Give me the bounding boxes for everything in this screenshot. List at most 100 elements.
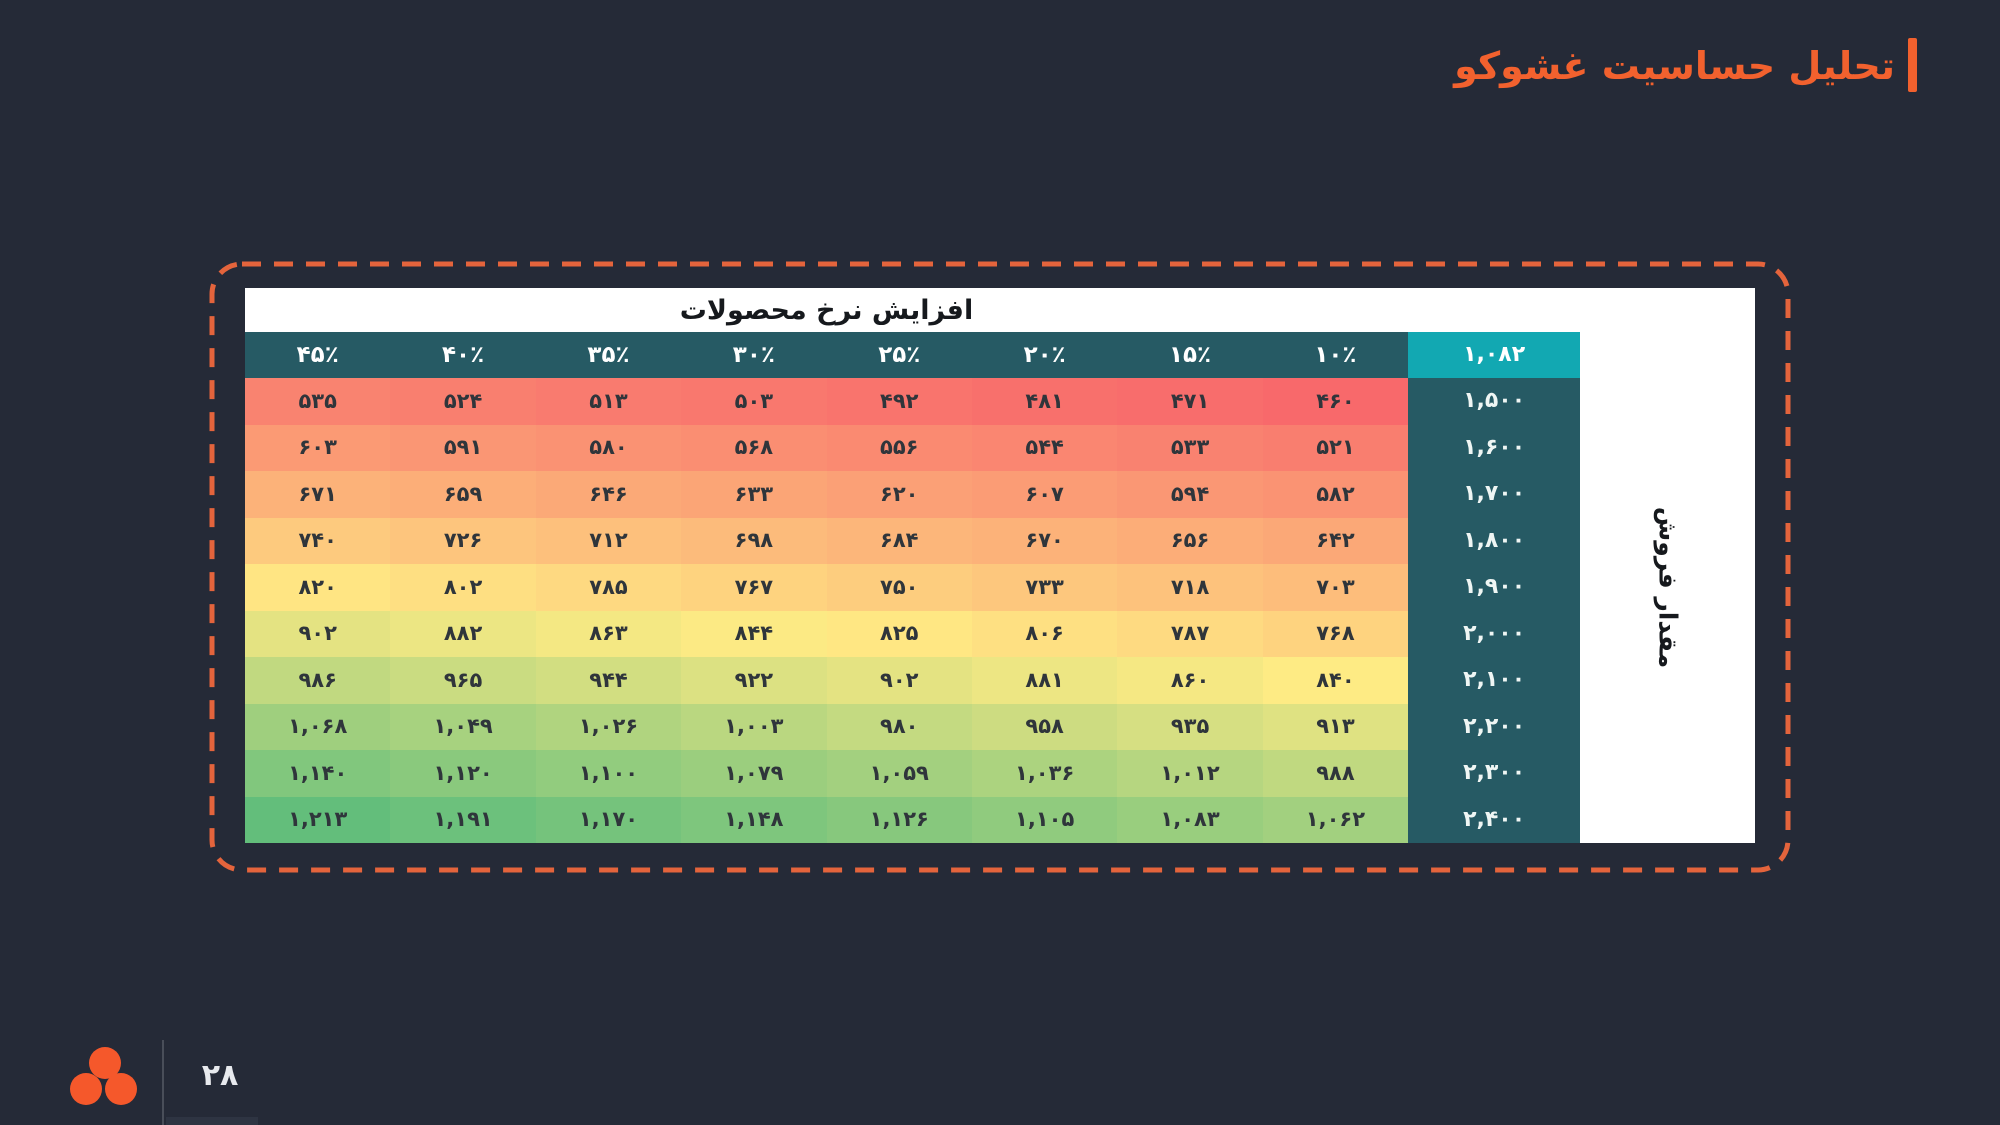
logo-circle bbox=[70, 1073, 102, 1105]
heatmap-cell: ۶۴۶ bbox=[535, 471, 682, 518]
heatmap-cell: ۱,۰۲۶ bbox=[535, 703, 682, 750]
heatmap-cell: ۴۷۱ bbox=[1117, 378, 1263, 425]
heatmap-cell: ۹۲۲ bbox=[681, 657, 827, 704]
logo bbox=[70, 1047, 137, 1105]
heatmap-cell: ۸۸۲ bbox=[390, 610, 536, 657]
heatmap-cell: ۴۹۲ bbox=[826, 378, 972, 425]
heatmap-cell: ۸۴۰ bbox=[1262, 657, 1409, 704]
heatmap-cell: ۵۳۵ bbox=[245, 378, 391, 425]
heatmap-cell: ۷۱۲ bbox=[535, 517, 682, 564]
row-header-cell: ۱,۹۰۰ bbox=[1408, 564, 1581, 611]
heatmap-cell: ۱,۰۶۸ bbox=[245, 703, 391, 750]
column-header-cell: ۳۰٪ bbox=[681, 332, 827, 378]
heatmap-cell: ۱,۱۴۸ bbox=[681, 796, 827, 843]
heatmap-cell: ۵۰۳ bbox=[681, 378, 827, 425]
heatmap-cell: ۱,۰۴۹ bbox=[390, 703, 536, 750]
row-axis-title-zone: مقدار فروش bbox=[1580, 332, 1755, 843]
heatmap-cell: ۹۳۵ bbox=[1117, 703, 1263, 750]
heatmap-cell: ۵۹۱ bbox=[390, 424, 536, 471]
heatmap-cell: ۶۰۳ bbox=[245, 424, 391, 471]
heatmap-cell: ۹۴۴ bbox=[535, 657, 682, 704]
row-header-cell: ۲,۳۰۰ bbox=[1408, 750, 1581, 797]
heatmap-cell: ۱,۰۳۶ bbox=[971, 750, 1118, 797]
heatmap-cell: ۸۰۶ bbox=[971, 610, 1118, 657]
heatmap-cell: ۸۰۲ bbox=[390, 564, 536, 611]
heatmap-cell: ۷۵۰ bbox=[826, 564, 972, 611]
heatmap-cell: ۷۶۸ bbox=[1262, 610, 1409, 657]
heatmap-cell: ۹۰۲ bbox=[245, 610, 391, 657]
footer-divider bbox=[162, 1040, 164, 1125]
heatmap-cell: ۹۸۸ bbox=[1262, 750, 1409, 797]
heatmap-cell: ۱,۰۱۲ bbox=[1117, 750, 1263, 797]
heatmap-cell: ۱,۰۸۳ bbox=[1117, 796, 1263, 843]
heatmap-cell: ۵۲۴ bbox=[390, 378, 536, 425]
heatmap-cell: ۸۸۱ bbox=[971, 657, 1118, 704]
heatmap-cell: ۷۲۶ bbox=[390, 517, 536, 564]
heatmap-cell: ۵۶۸ bbox=[681, 424, 827, 471]
row-header-cell: ۱,۸۰۰ bbox=[1408, 517, 1581, 564]
heatmap-cell: ۱,۱۷۰ bbox=[535, 796, 682, 843]
row-header-cell: ۱,۷۰۰ bbox=[1408, 471, 1581, 518]
row-header-cell: ۲,۱۰۰ bbox=[1408, 657, 1581, 704]
heatmap-cell: ۹۵۸ bbox=[971, 703, 1118, 750]
heatmap-cell: ۷۸۵ bbox=[535, 564, 682, 611]
heatmap-cell: ۵۸۰ bbox=[535, 424, 682, 471]
heatmap-cell: ۹۱۳ bbox=[1262, 703, 1409, 750]
heatmap-cell: ۷۸۷ bbox=[1117, 610, 1263, 657]
column-header-cell: ۳۵٪ bbox=[535, 332, 682, 378]
heatmap-cell: ۶۷۱ bbox=[245, 471, 391, 518]
heatmap-cell: ۱,۱۴۰ bbox=[245, 750, 391, 797]
heatmap-cell: ۶۳۳ bbox=[681, 471, 827, 518]
heatmap-cell: ۵۲۱ bbox=[1262, 424, 1409, 471]
heatmap-cell: ۹۰۲ bbox=[826, 657, 972, 704]
heatmap-cell: ۱,۱۹۱ bbox=[390, 796, 536, 843]
heatmap-cell: ۹۸۶ bbox=[245, 657, 391, 704]
heatmap-cell: ۶۴۲ bbox=[1262, 517, 1409, 564]
column-header-cell: ۴۰٪ bbox=[390, 332, 536, 378]
heatmap-cell: ۱,۰۰۳ bbox=[681, 703, 827, 750]
heatmap-cell: ۱,۱۰۰ bbox=[535, 750, 682, 797]
heatmap-cell: ۴۸۱ bbox=[971, 378, 1118, 425]
row-header-cell: ۲,۴۰۰ bbox=[1408, 796, 1581, 843]
column-header-cell: ۱۵٪ bbox=[1117, 332, 1263, 378]
heatmap-cell: ۶۸۴ bbox=[826, 517, 972, 564]
heatmap-cell: ۷۰۳ bbox=[1262, 564, 1409, 611]
page-title: تحلیل حساسیت غشوکو bbox=[1454, 44, 1895, 88]
row-header-cell: ۲,۲۰۰ bbox=[1408, 703, 1581, 750]
bottom-strip bbox=[166, 1117, 258, 1125]
title-accent-bar bbox=[1908, 38, 1917, 92]
heatmap-cell: ۸۲۰ bbox=[245, 564, 391, 611]
column-header-cell: ۲۰٪ bbox=[971, 332, 1118, 378]
column-axis-title: افزایش نرخ محصولات bbox=[679, 294, 974, 326]
column-header-cell: ۲۵٪ bbox=[826, 332, 972, 378]
heatmap-cell: ۴۶۰ bbox=[1262, 378, 1409, 425]
heatmap-cell: ۵۵۶ bbox=[826, 424, 972, 471]
heatmap-cell: ۵۳۳ bbox=[1117, 424, 1263, 471]
heatmap-cell: ۱,۰۷۹ bbox=[681, 750, 827, 797]
heatmap-cell: ۵۴۴ bbox=[971, 424, 1118, 471]
heatmap-cell: ۷۴۰ bbox=[245, 517, 391, 564]
heatmap-cell: ۶۵۶ bbox=[1117, 517, 1263, 564]
heatmap-cell: ۱,۰۶۲ bbox=[1262, 796, 1409, 843]
heatmap-cell: ۱,۱۲۰ bbox=[390, 750, 536, 797]
heatmap-cell: ۹۸۰ bbox=[826, 703, 972, 750]
heatmap-grid: ۴۵٪ ۴۰٪ ۳۵٪ ۳۰٪ ۲۵٪ ۲۰٪ ۱۵٪ ۱۰٪ ۱,۰۸۲ ۵۳۵ ۵۲۴ ۵۱۳ ۵۰… bbox=[245, 332, 1581, 843]
heatmap-cell: ۶۷۰ bbox=[971, 517, 1118, 564]
page-number: ۲۸ bbox=[201, 1057, 239, 1093]
row-axis-title: مقدار فروش bbox=[1652, 506, 1682, 669]
heatmap-cell: ۸۶۳ bbox=[535, 610, 682, 657]
sensitivity-table: افزایش نرخ محصولات ۴۵٪ ۴۰٪ ۳۵٪ ۳۰٪ ۲۵٪ ۲۰٪ ۱۵٪… bbox=[245, 288, 1755, 843]
row-header-cell: ۱,۵۰۰ bbox=[1408, 378, 1581, 425]
heatmap-cell: ۸۶۰ bbox=[1117, 657, 1263, 704]
column-header-cell: ۱۰٪ bbox=[1262, 332, 1409, 378]
row-header-cell: ۱,۶۰۰ bbox=[1408, 424, 1581, 471]
heatmap-cell: ۱,۲۱۳ bbox=[245, 796, 391, 843]
heatmap-cell: ۱,۰۵۹ bbox=[826, 750, 972, 797]
heatmap-cell: ۵۸۲ bbox=[1262, 471, 1409, 518]
heatmap-cell: ۵۹۴ bbox=[1117, 471, 1263, 518]
heatmap-cell: ۷۳۳ bbox=[971, 564, 1118, 611]
heatmap-cell: ۶۰۷ bbox=[971, 471, 1118, 518]
column-header-cell: ۴۵٪ bbox=[245, 332, 391, 378]
heatmap-cell: ۵۱۳ bbox=[535, 378, 682, 425]
logo-circle bbox=[89, 1047, 121, 1079]
